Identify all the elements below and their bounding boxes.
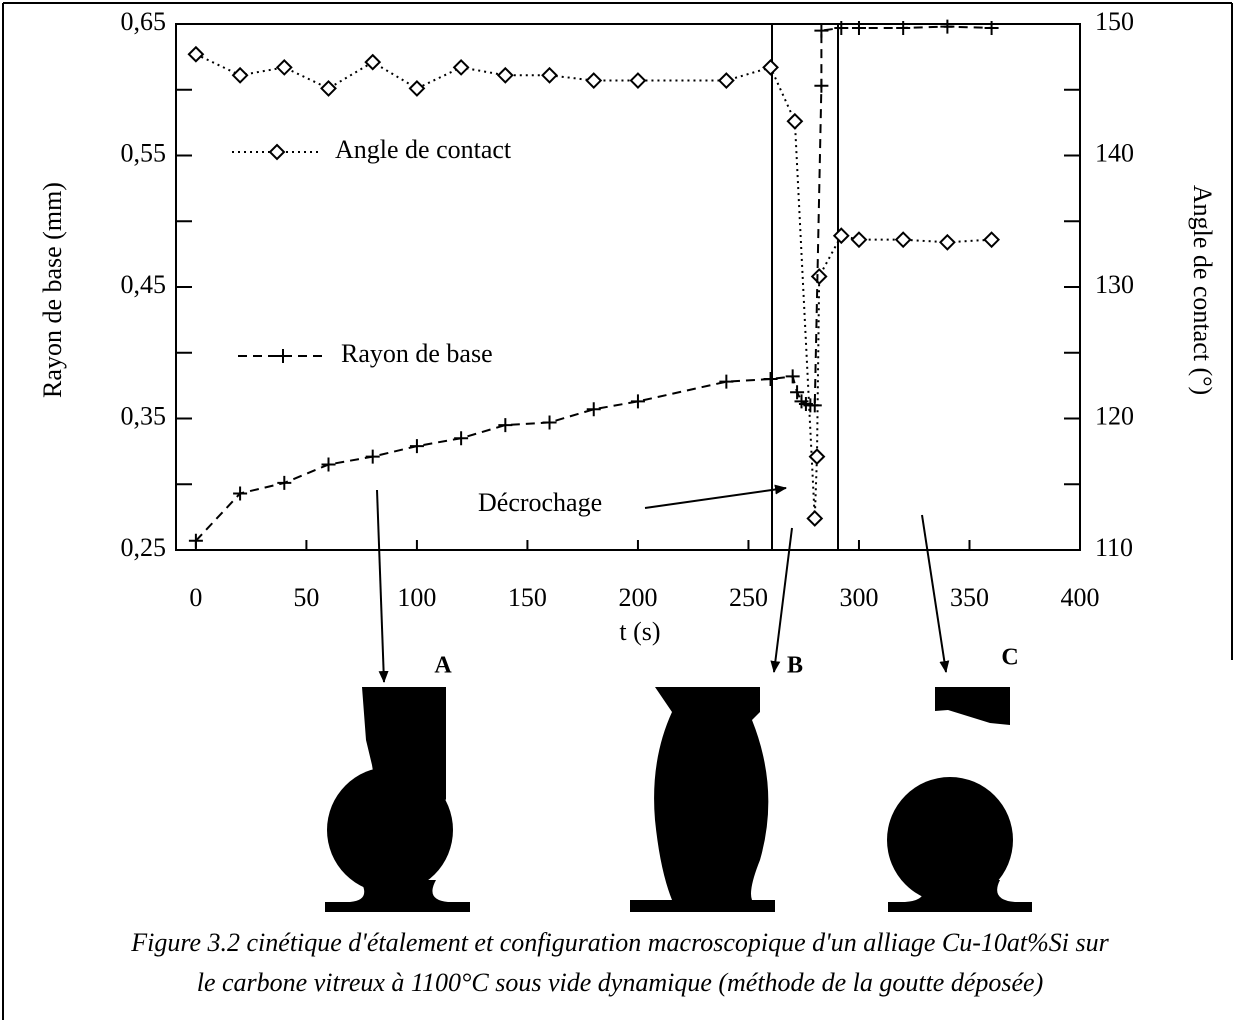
y-tick-label: 0,35 xyxy=(121,401,167,430)
marker xyxy=(894,231,912,249)
x-tick-label: 50 xyxy=(293,583,319,612)
marker xyxy=(541,66,558,84)
drop-image xyxy=(630,687,775,912)
legend-label: Rayon de base xyxy=(341,339,493,368)
marker xyxy=(938,233,956,251)
marker xyxy=(984,20,999,35)
figure-label: A xyxy=(434,653,452,679)
marker xyxy=(586,402,601,417)
marker xyxy=(717,72,735,89)
annotation: Décrochage xyxy=(478,488,602,517)
marker xyxy=(810,268,828,285)
marker xyxy=(452,58,470,76)
marker xyxy=(834,20,849,35)
marker xyxy=(814,78,829,93)
marker xyxy=(719,374,734,389)
figure-label: B xyxy=(787,653,803,679)
y2-tick-label: 120 xyxy=(1095,401,1134,430)
marker xyxy=(762,58,779,76)
marker xyxy=(850,231,868,249)
caption: Figure 3.2 cinétique d'étalement et conf… xyxy=(130,928,1109,957)
marker xyxy=(233,486,248,501)
x-tick-label: 0 xyxy=(189,583,202,612)
marker xyxy=(454,431,469,446)
marker xyxy=(630,394,645,409)
y2-axis-title: Angle de contact (°) xyxy=(1188,185,1217,395)
marker xyxy=(320,80,337,97)
marker xyxy=(364,53,382,71)
marker xyxy=(408,80,426,97)
marker xyxy=(188,533,203,548)
drop-image xyxy=(887,687,1032,912)
marker xyxy=(231,66,249,84)
x-tick-label: 250 xyxy=(729,583,768,612)
marker xyxy=(814,23,829,38)
arrow xyxy=(770,527,793,673)
legend-marker xyxy=(268,143,286,161)
arrow xyxy=(921,514,950,673)
legend-label: Angle de contact xyxy=(335,135,512,164)
marker xyxy=(187,45,205,63)
y2-tick-label: 130 xyxy=(1095,270,1134,299)
y2-tick-label: 110 xyxy=(1095,533,1133,562)
x-tick-label: 100 xyxy=(397,583,436,612)
x-tick-label: 150 xyxy=(508,583,547,612)
marker xyxy=(896,20,911,35)
marker xyxy=(808,448,826,466)
marker xyxy=(806,510,824,527)
marker xyxy=(785,369,800,384)
series-line xyxy=(195,53,992,519)
legend-marker xyxy=(276,349,290,363)
y-tick-label: 0,45 xyxy=(121,270,167,299)
x-tick-label: 350 xyxy=(950,583,989,612)
y-tick-label: 0,65 xyxy=(121,7,167,36)
y-tick-label: 0,55 xyxy=(121,138,167,167)
figure-label: C xyxy=(1001,645,1018,671)
marker xyxy=(365,449,380,464)
x-tick-label: 400 xyxy=(1061,583,1100,612)
marker xyxy=(807,398,822,413)
marker xyxy=(542,415,557,430)
annotation-arrow xyxy=(644,484,787,509)
y2-tick-label: 150 xyxy=(1095,7,1134,36)
marker xyxy=(496,66,514,84)
y-tick-label: 0,25 xyxy=(121,533,167,562)
y2-tick-label: 140 xyxy=(1095,138,1134,167)
x-tick-label: 300 xyxy=(839,583,878,612)
marker xyxy=(277,475,292,490)
marker xyxy=(409,439,424,454)
caption: le carbone vitreux à 1100°C sous vide dy… xyxy=(197,968,1044,997)
marker xyxy=(983,231,1001,249)
arrow xyxy=(376,489,389,683)
marker xyxy=(832,227,850,245)
x-axis-title: t (s) xyxy=(619,617,660,646)
marker xyxy=(790,385,805,400)
marker xyxy=(851,20,866,35)
drop-image xyxy=(325,687,470,912)
marker xyxy=(498,418,513,433)
x-tick-label: 200 xyxy=(618,583,657,612)
marker xyxy=(940,19,955,34)
marker xyxy=(629,72,647,89)
marker xyxy=(763,372,778,387)
marker xyxy=(786,112,804,130)
y-axis-title: Rayon de base (mm) xyxy=(38,182,67,398)
series-line xyxy=(195,25,992,542)
marker xyxy=(321,457,336,472)
marker xyxy=(585,72,603,89)
marker xyxy=(275,58,293,76)
